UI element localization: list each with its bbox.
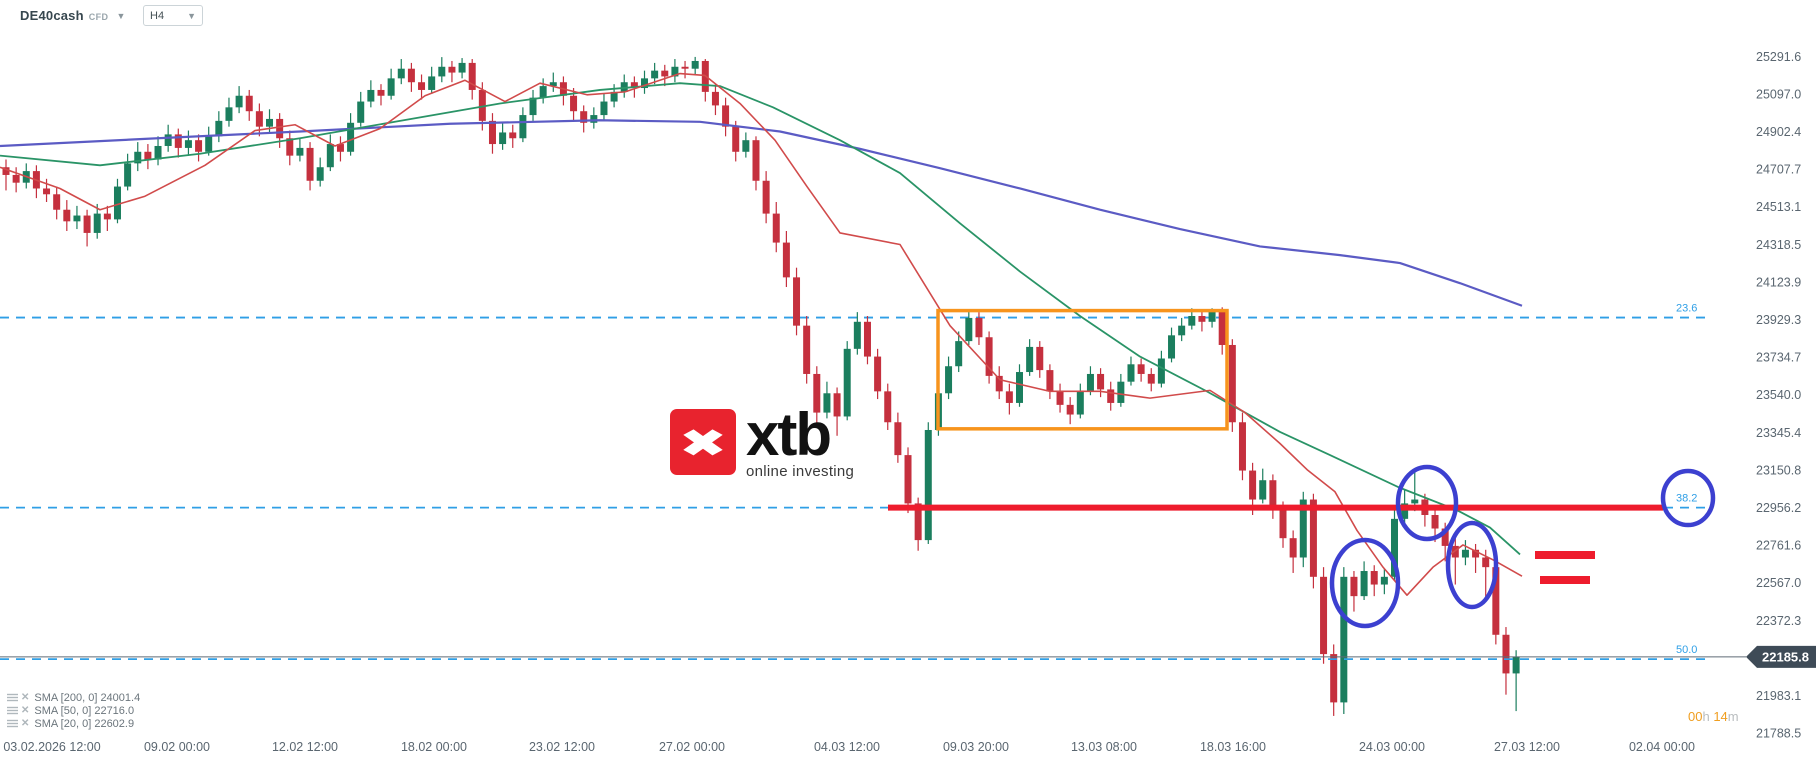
sma-remove-icon[interactable]: ✕ [21,692,30,703]
price-axis-label: 24123.9 [1756,275,1801,289]
price-axis-label: 22567.0 [1756,576,1801,590]
price-axis-label: 24902.4 [1756,125,1801,139]
sma-remove-icon[interactable]: ✕ [21,705,30,716]
countdown-minutes: 14 [1713,709,1728,724]
time-axis-label: 23.02 12:00 [529,740,595,754]
price-axis-label: 22372.3 [1756,614,1801,628]
time-axis-label: 12.02 12:00 [272,740,338,754]
price-axis-label: 21983.1 [1756,689,1801,703]
legend-label: SMA [50, 0] [34,704,92,717]
time-axis-label: 18.02 00:00 [401,740,467,754]
fib-level-label: 23.6 [1676,303,1697,315]
sma-settings-icon[interactable] [7,719,18,728]
time-axis-label: 09.03 20:00 [943,740,1009,754]
fib-levels-lower: 50.0 [0,644,1705,661]
countdown-hours: 00 [1688,709,1703,724]
time-axis-label: 04.03 12:00 [814,740,880,754]
timeframe-select[interactable]: H4 ▼ [143,5,203,26]
countdown-hours-unit: h [1702,709,1710,724]
price-axis-label: 24513.1 [1756,200,1801,214]
symbol-name: DE40cash [20,8,84,23]
legend-label: SMA [20, 0] [34,717,92,730]
time-axis-label: 03.02.2026 12:00 [3,740,100,754]
xtb-brand-text: xtb [746,401,832,468]
current-price-value: 22185.8 [1762,649,1809,664]
sma-settings-icon[interactable] [7,693,18,702]
price-axis-label: 23929.3 [1756,313,1801,327]
fib-level-label: 50.0 [1676,644,1697,656]
price-axis-label: 22956.2 [1756,501,1801,515]
symbol-selector[interactable]: DE40cash CFD [20,8,108,23]
timeframe-caret-icon: ▼ [187,10,196,21]
orange-consolidation-box [936,308,1229,431]
candlestick-series [2,56,1520,716]
price-axis-label: 25097.0 [1756,87,1801,101]
symbol-caret-icon[interactable]: ▼ [116,10,126,21]
time-axis-label: 09.02 00:00 [144,740,210,754]
xtb-logo-icon [670,409,736,475]
price-axis-label: 24318.5 [1756,238,1801,252]
legend-value: 24001.4 [100,691,141,704]
countdown-minutes-unit: m [1727,709,1739,724]
price-axis-label: 23734.7 [1756,351,1801,365]
xtb-tagline: online investing [746,463,855,480]
xtb-watermark: xtb online investing [670,401,855,480]
sma-lines [0,72,1523,596]
sma-remove-icon[interactable]: ✕ [21,718,30,729]
legend-value: 22716.0 [94,704,135,717]
current-price-badge: 22185.8 [1746,645,1816,668]
time-axis-label: 02.04 00:00 [1629,740,1695,754]
instrument-type-label: CFD [88,12,109,22]
price-axis-label: 24707.7 [1756,163,1801,177]
equals-marks [1535,551,1595,584]
time-axis-label: 27.02 00:00 [659,740,725,754]
price-axis-label: 23345.4 [1756,426,1801,440]
price-axis-label: 23540.0 [1756,388,1801,402]
legend-row-sma200: ✕ SMA [200, 0] 24001.4 [7,691,140,704]
legend-row-sma20: ✕ SMA [20, 0] 22602.9 [7,717,140,730]
time-axis-label: 13.03 08:00 [1071,740,1137,754]
legend-label: SMA [200, 0] [34,691,98,704]
fib-level-label: 38.2 [1676,493,1697,505]
price-axis[interactable]: 25291.6 25097.0 24902.4 24707.7 24513.1 24318… [1756,50,1801,741]
time-axis[interactable]: 03.02.2026 12:00 09.02 00:00 12.02 12:00 18… [3,740,1695,754]
candle-countdown-timer: 00h 14m [1688,709,1739,724]
price-axis-label: 22761.6 [1756,539,1801,553]
time-axis-label: 24.03 00:00 [1359,740,1425,754]
price-axis-label: 25291.6 [1756,50,1801,64]
sma-settings-icon[interactable] [7,706,18,715]
fib-levels-upper: 23.6 38.2 [0,303,1705,509]
time-axis-label: 18.03 16:00 [1200,740,1266,754]
legend-row-sma50: ✕ SMA [50, 0] 22716.0 [7,704,140,717]
timeframe-value: H4 [150,9,165,22]
legend-value: 22602.9 [94,717,135,730]
time-axis-label: 27.03 12:00 [1494,740,1560,754]
blue-circle-annotations [1329,464,1716,629]
price-axis-label: 21788.5 [1756,727,1801,741]
price-axis-label: 23150.8 [1756,463,1801,477]
indicator-legend: ✕ SMA [200, 0] 24001.4 ✕ SMA [50, 0] 227… [7,691,140,730]
